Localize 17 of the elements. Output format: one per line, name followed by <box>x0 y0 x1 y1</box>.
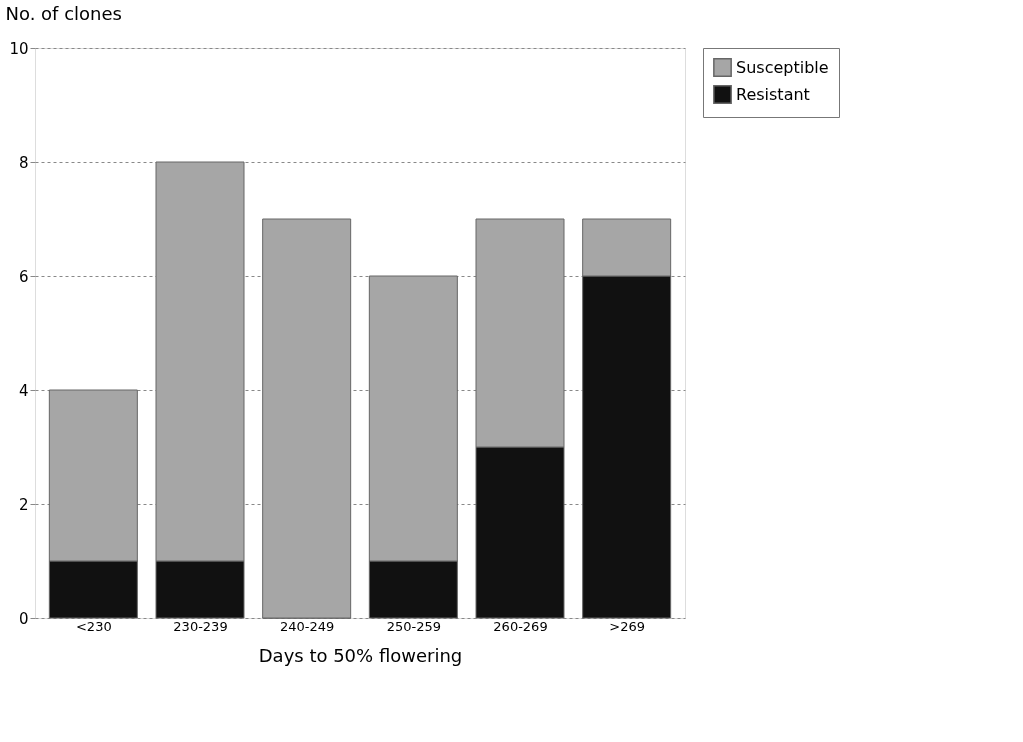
y-tick-label: 8 <box>18 153 29 172</box>
legend-label: Susceptible <box>736 57 829 77</box>
x-tick-label: >269 <box>609 618 646 634</box>
y-tick-label: 6 <box>18 267 29 286</box>
x-tick-label: 240-249 <box>280 618 335 634</box>
x-tick-label: 250-259 <box>386 618 441 634</box>
y-tick-label: 2 <box>18 495 29 514</box>
x-tick-label: 260-269 <box>493 618 548 634</box>
y-tick-label: 0 <box>18 609 29 628</box>
x-axis-title: Days to 50% flowering <box>258 644 463 666</box>
legend-label: Resistant <box>736 84 810 104</box>
bar <box>262 218 352 619</box>
y-tick-label: 10 <box>9 39 29 58</box>
y-tick-label: 4 <box>18 381 29 400</box>
y-axis-title: No. of clones <box>5 2 122 24</box>
x-tick-label: <230 <box>75 618 112 634</box>
x-tick-label: 230-239 <box>173 618 228 634</box>
